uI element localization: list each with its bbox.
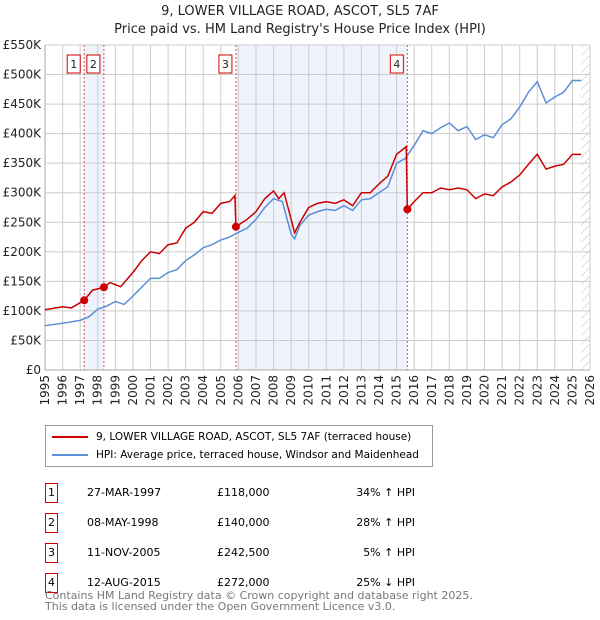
x-tick-label: 2022	[513, 375, 527, 406]
x-tick-label: 2019	[460, 375, 474, 406]
y-tick-label: £100K	[3, 304, 43, 318]
x-tick-label: 2013	[354, 375, 368, 406]
x-tick-label: 1997	[73, 375, 87, 406]
legend: 9, LOWER VILLAGE ROAD, ASCOT, SL5 7AF (t…	[45, 425, 433, 467]
x-tick-label: 2011	[319, 375, 333, 406]
x-tick-label: 2001	[143, 375, 157, 406]
transaction-number: 2	[45, 513, 58, 533]
legend-item-hpi: HPI: Average price, terraced house, Wind…	[52, 449, 419, 461]
transaction-date: 11-NOV-2005	[87, 546, 161, 559]
transaction-hpi-diff: 25% ↓ HPI	[356, 576, 415, 589]
chart-title: 9, LOWER VILLAGE ROAD, ASCOT, SL5 7AF	[161, 4, 439, 19]
x-tick-label: 1995	[38, 375, 52, 406]
transaction-row: 4 12-AUG-2015 £272,000 25% ↓ HPI	[45, 573, 445, 593]
shaded-period	[235, 45, 408, 370]
footer-line1: Contains HM Land Registry data © Crown c…	[45, 589, 473, 602]
transaction-number: 1	[45, 483, 58, 503]
x-tick-label: 2009	[284, 375, 298, 406]
x-tick-label: 2007	[249, 375, 263, 406]
x-tick-label: 2006	[231, 375, 245, 406]
y-tick-label: £400K	[3, 127, 43, 141]
x-tick-label: 2003	[179, 375, 193, 406]
sale-marker-number: 3	[222, 58, 229, 71]
x-tick-label: 2017	[425, 375, 439, 406]
sale-point	[403, 205, 412, 214]
price-chart: 1995 1996 1997 1998 1999 2000 2001 2002 2003 2004…	[3, 38, 597, 406]
x-tick-label: 2010	[302, 375, 316, 406]
sale-point	[80, 296, 89, 305]
x-tick-label: 2012	[337, 375, 351, 406]
x-tick-label: 2008	[267, 375, 281, 406]
transaction-date: 12-AUG-2015	[87, 576, 161, 589]
x-tick-label: 2014	[372, 375, 386, 406]
y-tick-label: £350K	[3, 156, 43, 170]
x-tick-label: 2016	[407, 375, 421, 406]
sale-marker-number: 1	[70, 58, 77, 71]
hpi-line	[44, 79, 582, 327]
transaction-number: 4	[45, 573, 58, 593]
transaction-hpi-diff: 34% ↑ HPI	[356, 486, 415, 499]
transaction-date: 08-MAY-1998	[87, 516, 159, 529]
legend-swatch-hpi	[52, 454, 88, 456]
y-tick-label: £500K	[3, 68, 43, 82]
sale-marker-box	[389, 54, 404, 74]
transaction-hpi-diff: 28% ↑ HPI	[356, 516, 415, 529]
y-tick-label: £450K	[3, 97, 43, 111]
forecast-hatch	[581, 45, 590, 370]
transaction-row: 2 08-MAY-1998 £140,000 28% ↑ HPI	[45, 513, 445, 533]
shaded-period	[84, 45, 104, 370]
x-tick-label: 2004	[196, 375, 210, 406]
x-tick-label: 2021	[495, 375, 509, 406]
legend-item-price: 9, LOWER VILLAGE ROAD, ASCOT, SL5 7AF (t…	[52, 431, 411, 443]
x-tick-label: 1998	[91, 375, 105, 406]
footer: Contains HM Land Registry data © Crown c…	[45, 590, 473, 612]
legend-label-hpi: HPI: Average price, terraced house, Wind…	[96, 449, 419, 461]
x-tick-label: 2024	[548, 375, 562, 406]
sale-marker-box	[218, 54, 233, 74]
x-tick-label: 2002	[161, 375, 175, 406]
transaction-row: 3 11-NOV-2005 £242,500 5% ↑ HPI	[45, 543, 445, 563]
transaction-price: £242,500	[217, 546, 270, 559]
sale-marker-number: 4	[393, 58, 400, 71]
sale-marker-number: 2	[90, 58, 97, 71]
x-tick-label: 2018	[442, 375, 456, 406]
x-tick-label: 2005	[214, 375, 228, 406]
transaction-hpi-diff: 5% ↑ HPI	[363, 546, 415, 559]
transaction-number: 3	[45, 543, 58, 563]
legend-swatch-price	[52, 436, 88, 438]
x-tick-label: 1999	[108, 375, 122, 406]
chart-subtitle: Price paid vs. HM Land Registry's House …	[114, 22, 486, 37]
footer-line2: This data is licensed under the Open Gov…	[45, 600, 396, 613]
price-line	[44, 145, 582, 311]
sale-point	[99, 283, 108, 292]
sale-point	[231, 222, 240, 231]
x-tick-label: 2015	[390, 375, 404, 406]
transaction-date: 27-MAR-1997	[87, 486, 162, 499]
x-tick-label: 2025	[565, 375, 579, 406]
y-tick-label: £200K	[3, 245, 43, 259]
y-tick-label: £250K	[3, 215, 43, 229]
y-tick-label: £150K	[3, 274, 43, 288]
sale-marker-box	[86, 54, 101, 74]
x-tick-label: 2000	[126, 375, 140, 406]
y-tick-label: £550K	[3, 38, 43, 52]
x-tick-label: 2020	[478, 375, 492, 406]
x-tick-label: 2023	[530, 375, 544, 406]
x-tick-label: 2026	[583, 375, 597, 406]
x-tick-label: 1996	[56, 375, 70, 406]
y-tick-label: £50K	[10, 333, 42, 347]
sale-marker-box	[66, 54, 81, 74]
transaction-price: £272,000	[217, 576, 270, 589]
transaction-price: £118,000	[217, 486, 270, 499]
transaction-price: £140,000	[217, 516, 270, 529]
y-tick-label: £0	[26, 363, 41, 377]
transaction-row: 1 27-MAR-1997 £118,000 34% ↑ HPI	[45, 483, 445, 503]
legend-label-price: 9, LOWER VILLAGE ROAD, ASCOT, SL5 7AF (t…	[96, 431, 412, 443]
y-tick-label: £300K	[3, 186, 43, 200]
